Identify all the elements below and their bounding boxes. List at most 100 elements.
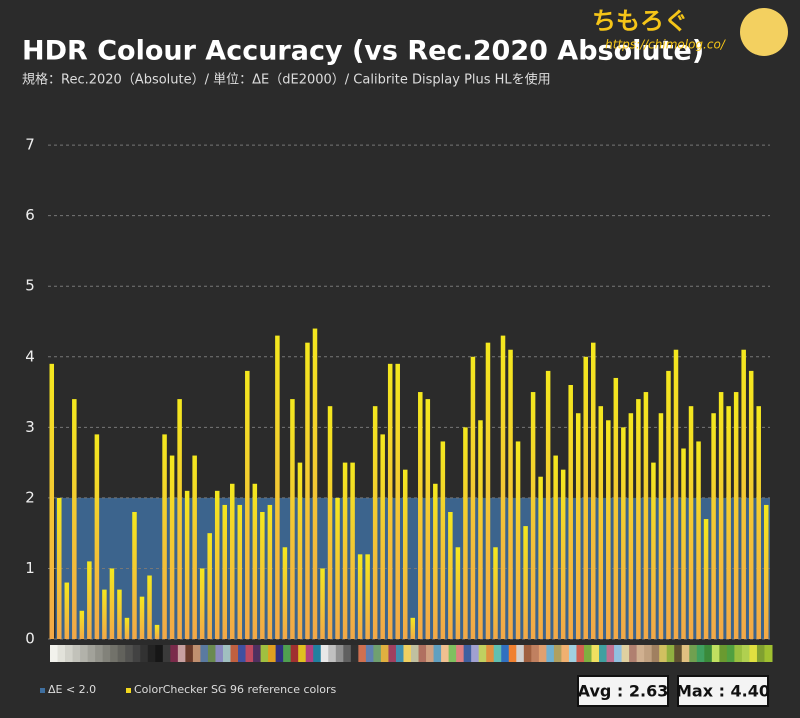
bar bbox=[102, 589, 107, 639]
color-swatch bbox=[260, 645, 269, 662]
bar bbox=[342, 462, 348, 639]
bar bbox=[410, 617, 416, 639]
color-swatch bbox=[365, 645, 374, 662]
bar bbox=[237, 504, 243, 639]
bar bbox=[523, 526, 528, 639]
color-swatch bbox=[501, 645, 510, 662]
bar bbox=[463, 427, 468, 639]
color-swatch bbox=[756, 645, 765, 662]
bar bbox=[756, 406, 761, 639]
bar bbox=[613, 377, 619, 639]
bar bbox=[207, 533, 212, 639]
bar bbox=[530, 392, 536, 639]
brand-url: https://chimolog.co/ bbox=[605, 38, 727, 52]
bar bbox=[290, 399, 295, 639]
bar bbox=[493, 547, 498, 639]
color-swatch bbox=[328, 645, 337, 662]
bar bbox=[305, 342, 310, 639]
legend-label: ColorChecker SG 96 reference colors bbox=[134, 683, 337, 696]
color-swatch bbox=[764, 645, 773, 662]
bar bbox=[666, 370, 671, 639]
bar bbox=[748, 370, 754, 639]
bar bbox=[575, 413, 581, 639]
color-swatch bbox=[471, 645, 480, 662]
y-tick-label: 0 bbox=[25, 630, 35, 648]
bar bbox=[357, 554, 363, 639]
bar bbox=[147, 575, 152, 639]
color-swatch bbox=[411, 645, 420, 662]
color-swatch bbox=[110, 645, 119, 662]
bar bbox=[124, 617, 130, 639]
color-swatch bbox=[87, 645, 96, 662]
bar bbox=[267, 504, 273, 639]
bar bbox=[673, 349, 679, 639]
bar bbox=[312, 328, 318, 639]
y-tick-label: 7 bbox=[25, 136, 35, 154]
color-swatch bbox=[200, 645, 209, 662]
bar bbox=[455, 547, 461, 639]
color-swatch bbox=[380, 645, 389, 662]
color-swatch bbox=[614, 645, 623, 662]
color-swatch bbox=[448, 645, 457, 662]
color-swatch bbox=[358, 645, 367, 662]
bar bbox=[320, 568, 325, 639]
legend-swatch bbox=[126, 688, 131, 693]
bar bbox=[109, 568, 115, 639]
bar bbox=[440, 441, 446, 639]
bar bbox=[297, 462, 303, 639]
bar bbox=[485, 342, 491, 639]
bar bbox=[478, 420, 483, 639]
color-swatch bbox=[245, 645, 254, 662]
bar bbox=[192, 455, 197, 639]
color-swatch bbox=[568, 645, 577, 662]
logo bbox=[740, 8, 788, 56]
color-swatch bbox=[606, 645, 615, 662]
color-swatch bbox=[726, 645, 735, 662]
bar bbox=[538, 476, 543, 639]
max-box bbox=[677, 675, 769, 707]
color-swatch bbox=[689, 645, 698, 662]
bar bbox=[606, 420, 611, 639]
bar bbox=[696, 441, 701, 639]
color-swatch bbox=[238, 645, 247, 662]
color-swatch bbox=[230, 645, 239, 662]
color-swatch bbox=[72, 645, 81, 662]
y-tick-label: 4 bbox=[25, 347, 35, 365]
bar bbox=[199, 568, 205, 639]
color-swatch bbox=[403, 645, 412, 662]
color-swatch bbox=[170, 645, 179, 662]
color-swatch bbox=[125, 645, 134, 662]
bar bbox=[387, 363, 393, 639]
bar bbox=[598, 406, 604, 639]
color-swatch bbox=[441, 645, 450, 662]
bar bbox=[169, 455, 175, 639]
color-swatch bbox=[177, 645, 186, 662]
bar bbox=[154, 624, 160, 639]
bar bbox=[545, 370, 551, 639]
color-swatch bbox=[599, 645, 608, 662]
y-tick-label: 5 bbox=[25, 277, 35, 295]
color-swatch bbox=[583, 645, 592, 662]
bar bbox=[230, 483, 235, 639]
color-swatch bbox=[65, 645, 74, 662]
y-tick-label: 1 bbox=[25, 559, 35, 577]
color-swatch bbox=[711, 645, 720, 662]
color-swatch bbox=[222, 645, 231, 662]
bar bbox=[448, 512, 453, 639]
color-swatch bbox=[629, 645, 638, 662]
bar bbox=[763, 504, 769, 639]
color-swatch bbox=[147, 645, 156, 662]
bar bbox=[568, 385, 573, 639]
color-swatch bbox=[335, 645, 344, 662]
color-swatch bbox=[215, 645, 224, 662]
bar bbox=[560, 469, 566, 639]
color-swatch bbox=[298, 645, 307, 662]
color-swatch bbox=[253, 645, 262, 662]
bar bbox=[87, 561, 92, 639]
bar bbox=[395, 363, 400, 639]
color-swatch bbox=[290, 645, 299, 662]
bar bbox=[711, 413, 716, 639]
bar bbox=[726, 406, 731, 639]
color-swatch bbox=[283, 645, 292, 662]
